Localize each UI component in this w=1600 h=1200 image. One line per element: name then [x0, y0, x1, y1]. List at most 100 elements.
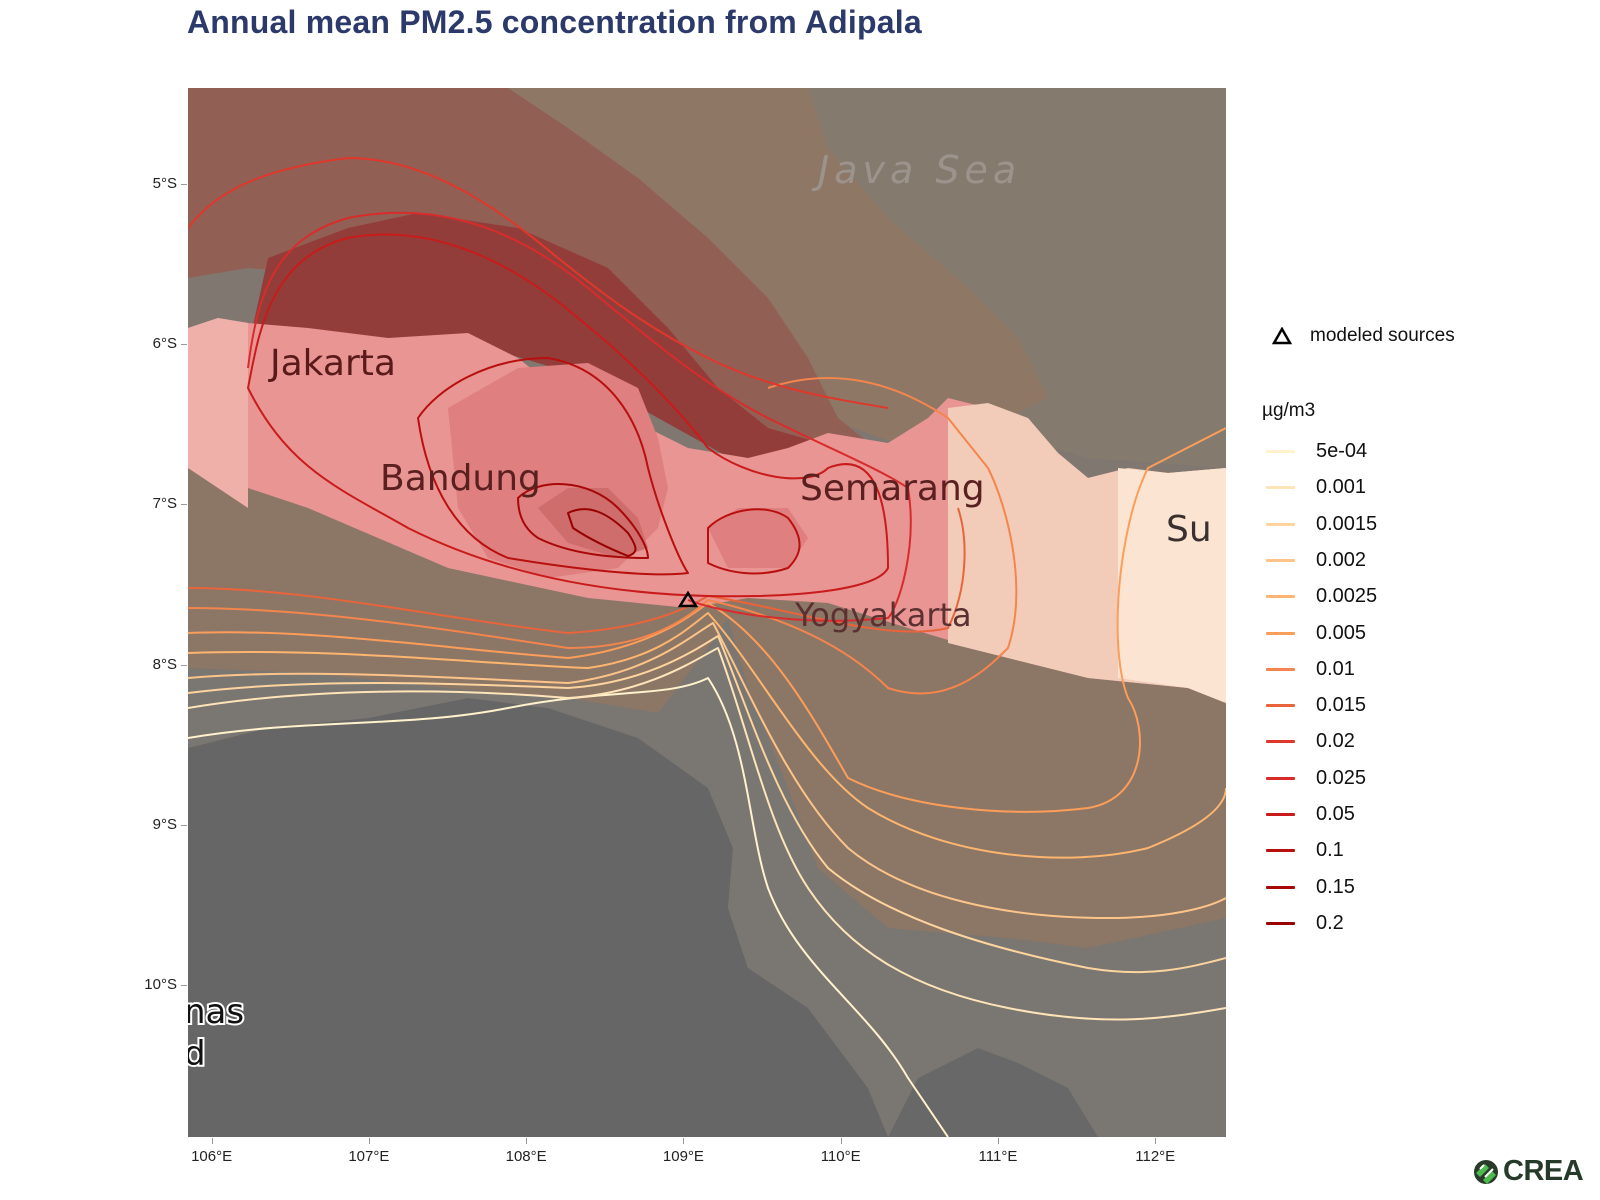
legend-item: 0.001: [1266, 476, 1366, 499]
y-tick-mark: [181, 824, 187, 826]
y-tick-label: 9°S: [152, 815, 177, 833]
legend-line-swatch: [1266, 776, 1295, 780]
legend-item-label: 0.0015: [1316, 512, 1378, 535]
legend-item: 0.2: [1266, 912, 1344, 935]
legend-item-label: 0.05: [1316, 803, 1355, 825]
y-tick-label: 7°S: [152, 495, 177, 513]
x-tick-label: 107°E: [348, 1148, 390, 1165]
legend-line-swatch: [1266, 486, 1295, 490]
legend-item-label: 0.0025: [1316, 585, 1378, 608]
contour-0.015: [188, 507, 966, 634]
legend-line-swatch: [1266, 740, 1295, 744]
legend-item-label: 0.15: [1316, 875, 1355, 898]
contour-0.1: [417, 357, 689, 576]
city-label-semarang: Semarang: [800, 468, 985, 509]
x-tick-mark: [1155, 1138, 1157, 1144]
legend-item-label: 0.001: [1316, 476, 1367, 499]
ocean-dark-region-2: [888, 1048, 1098, 1137]
legend-item: 0.025: [1266, 767, 1366, 790]
crea-logo: CREA: [1473, 1155, 1584, 1188]
contour-0.001: [188, 647, 1226, 1021]
y-tick-label: 5°S: [152, 175, 177, 193]
y-tick-mark: [181, 344, 187, 346]
legend-line-swatch: [1266, 921, 1295, 925]
legend-line-swatch: [1266, 849, 1295, 853]
legend-item: 0.15: [1266, 876, 1355, 899]
contour-0.0025: [188, 612, 1226, 859]
map-svg: Java Sea Jakarta Bandung Semarang Yogyak…: [188, 88, 1226, 1137]
contour-5e-04: [188, 677, 949, 1137]
legend-item: 0.0025: [1266, 585, 1377, 608]
contour-0.005: [188, 427, 1226, 813]
y-tick-mark: [181, 184, 187, 186]
legend-line-swatch: [1266, 522, 1295, 526]
legend-line-swatch: [1266, 595, 1295, 599]
pocket-east: [708, 508, 808, 568]
contour-0.15: [517, 483, 649, 559]
contour-0.025: [247, 211, 912, 622]
legend-item: 0.05: [1266, 803, 1355, 826]
legend-source-item: modeled sources: [1272, 325, 1455, 347]
legend-item: 0.02: [1266, 730, 1355, 753]
city-label-partial-right: Su: [1166, 509, 1212, 550]
crea-logo-icon: [1474, 1159, 1498, 1184]
contour-lines: [188, 157, 1226, 1137]
triangle-icon: [1272, 327, 1292, 345]
city-label-yogyakarta: Yogyakarta: [794, 596, 972, 634]
legend-item: 0.015: [1266, 694, 1366, 717]
contour-0.05: [247, 233, 889, 598]
contour-0.1-east: [707, 508, 801, 575]
land-far-east: [1118, 468, 1226, 703]
x-tick-mark: [840, 1138, 842, 1144]
legend-item-label: 0.01: [1316, 657, 1355, 680]
corner-label-line2: d: [188, 1034, 206, 1074]
land-west-light: [188, 318, 248, 508]
x-tick-label: 112°E: [1135, 1148, 1176, 1165]
legend-item-label: 0.1: [1316, 839, 1344, 862]
x-tick-mark: [683, 1138, 685, 1144]
legend-item-label: 5e-04: [1316, 440, 1368, 462]
legend-source-label: modeled sources: [1310, 325, 1455, 346]
corner-label-line1: nas: [188, 992, 244, 1032]
legend-line-swatch: [1266, 450, 1295, 453]
legend-item: 0.0015: [1266, 513, 1377, 536]
x-tick-mark: [368, 1138, 370, 1144]
legend-item-label: 0.015: [1316, 694, 1367, 717]
legend-item: 0.01: [1266, 658, 1355, 681]
legend-item: 0.1: [1266, 839, 1344, 862]
modeled-source-marker[interactable]: [677, 590, 699, 608]
y-tick-label: 6°S: [152, 335, 177, 353]
legend-line-swatch: [1266, 885, 1295, 889]
ocean-dark-region: [188, 698, 888, 1137]
legend-item-label: 0.02: [1316, 730, 1355, 753]
pocket-core: [538, 488, 648, 558]
contour-0.01: [188, 377, 1018, 695]
chart-title: Annual mean PM2.5 concentration from Adi…: [187, 4, 922, 40]
legend-item: 0.005: [1266, 622, 1366, 645]
legend-line-swatch: [1266, 631, 1295, 635]
city-label-jakarta: Jakarta: [268, 343, 396, 384]
legend-line-swatch: [1266, 558, 1295, 562]
x-tick-label: 109°E: [662, 1148, 704, 1165]
dark-core-north: [248, 213, 918, 498]
map-panel[interactable]: Java Sea Jakarta Bandung Semarang Yogyak…: [188, 88, 1226, 1137]
legend-title: µg/m3: [1262, 400, 1316, 421]
y-tick-mark: [181, 664, 187, 666]
legend-item-label: 0.025: [1316, 766, 1367, 789]
sea-label: Java Sea: [811, 148, 1021, 192]
legend-line-swatch: [1266, 704, 1295, 708]
legend-item: 0.002: [1266, 549, 1366, 572]
contour-0.002: [188, 622, 1226, 919]
y-tick-label: 10°S: [144, 975, 177, 993]
y-tick-label: 8°S: [152, 655, 177, 673]
city-label-bandung: Bandung: [380, 458, 541, 499]
x-tick-label: 110°E: [820, 1148, 861, 1165]
legend-line-swatch: [1266, 667, 1295, 671]
contour-0.0015: [188, 635, 1226, 974]
contour-0.2: [567, 508, 637, 557]
x-tick-mark: [997, 1138, 999, 1144]
contour-0.02: [188, 157, 889, 409]
legend-line-swatch: [1266, 813, 1295, 816]
ocean-mid-region: [188, 618, 1226, 1137]
y-tick-mark: [181, 504, 187, 506]
